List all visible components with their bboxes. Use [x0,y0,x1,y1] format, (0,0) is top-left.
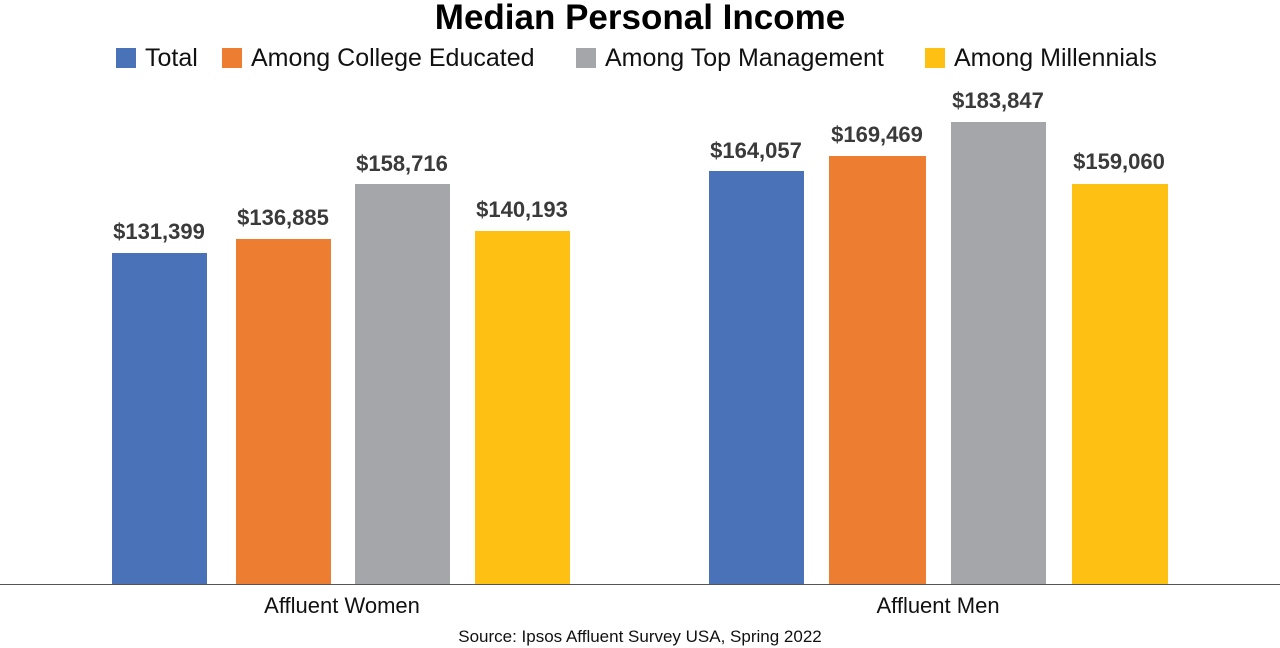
legend-swatch-college-educated [222,48,242,68]
bar-men-total [709,171,804,584]
x-tick-affluent-men: Affluent Men [876,593,1000,618]
legend-label-millennials: Among Millennials [954,43,1157,72]
legend-item-top-management: Among Top Management [576,42,884,74]
legend-item-total: Total [116,42,198,74]
bar-men-college-educated [829,156,926,584]
value-label-men-millennials: $159,060 [1073,149,1165,174]
legend-item-college-educated: Among College Educated [222,42,535,74]
legend: Total Among College Educated Among Top M… [0,42,1280,74]
value-label-women-college-educated: $136,885 [237,205,329,230]
value-label-women-millennials: $140,193 [476,197,568,222]
legend-label-top-management: Among Top Management [605,43,884,72]
legend-swatch-total [116,48,136,68]
legend-swatch-top-management [576,48,596,68]
legend-swatch-millennials [925,48,945,68]
bar-men-top-management [951,122,1046,584]
x-tick-affluent-women: Affluent Women [264,593,420,618]
legend-label-total: Total [145,43,198,72]
bar-men-millennials [1072,184,1168,584]
value-label-men-total: $164,057 [710,138,802,163]
legend-label-college-educated: Among College Educated [251,43,535,72]
bar-women-total [112,253,207,584]
bar-women-college-educated [236,239,331,584]
value-label-women-top-management: $158,716 [356,151,448,176]
source-note: Source: Ipsos Affluent Survey USA, Sprin… [458,627,822,646]
chart-title: Median Personal Income [434,0,846,37]
bar-women-millennials [475,231,570,584]
value-label-men-college-educated: $169,469 [831,122,923,147]
value-label-men-top-management: $183,847 [952,88,1044,113]
value-label-women-total: $131,399 [113,219,205,244]
legend-item-millennials: Among Millennials [925,42,1157,74]
bar-women-top-management [355,184,450,584]
x-axis-line [0,584,1280,585]
